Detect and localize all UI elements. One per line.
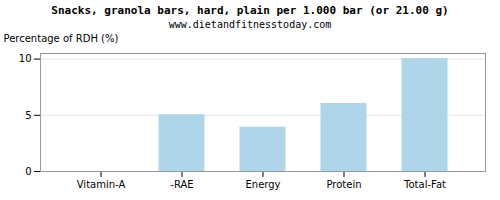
- svg-text:Vitamin-A: Vitamin-A: [77, 179, 126, 190]
- svg-text:Percentage of RDH (%): Percentage of RDH (%): [4, 33, 119, 44]
- svg-text:0: 0: [25, 166, 31, 177]
- svg-text:5: 5: [25, 110, 31, 121]
- svg-text:10: 10: [19, 53, 32, 64]
- svg-text:Protein: Protein: [326, 179, 361, 190]
- svg-text:-RAE: -RAE: [170, 179, 193, 190]
- svg-text:Energy: Energy: [245, 179, 280, 190]
- html-text:Snacks, granola bars, hard, pl: Snacks, granola bars, hard, plain per 1.…: [51, 4, 449, 17]
- svg-text:Total-Fat: Total-Fat: [403, 179, 446, 190]
- html-text:www.dietandfitnesstoday.com: www.dietandfitnesstoday.com: [168, 19, 332, 30]
